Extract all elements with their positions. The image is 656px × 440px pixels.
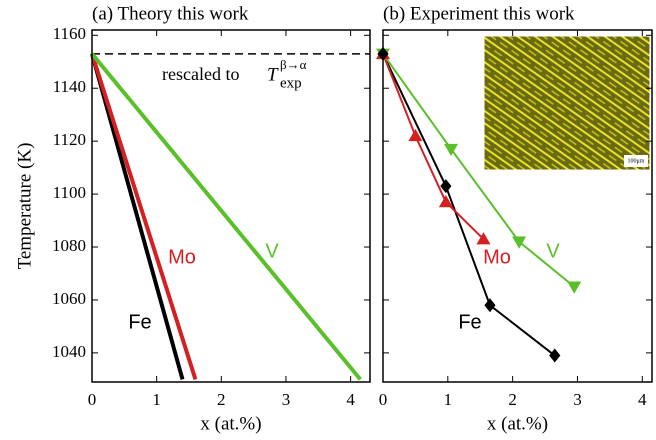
series-label: Fe: [458, 311, 481, 333]
inset-scale-bg: [624, 155, 648, 167]
x-axis-label: x (at.%): [200, 413, 261, 434]
series-line: [90, 53, 198, 380]
marker: [444, 143, 459, 157]
y-tick-label: 1060: [52, 289, 86, 308]
plot-frame: [91, 29, 371, 383]
series-line: [90, 52, 362, 381]
annotation-superscript: β→α: [280, 57, 307, 72]
series-line: [382, 53, 575, 288]
marker: [549, 348, 561, 363]
x-tick-label: 2: [508, 390, 517, 409]
panel-title: (b) Experiment this work: [383, 3, 575, 24]
series-line: [90, 53, 185, 380]
x-tick-label: 3: [573, 390, 582, 409]
y-tick-label: 1160: [53, 24, 86, 43]
annotation: rescaled to: [162, 64, 239, 84]
y-tick-label: 1140: [53, 77, 86, 96]
marker: [567, 281, 582, 294]
y-tick-label: 1100: [53, 183, 86, 202]
marker: [440, 179, 452, 194]
series-label: V: [546, 240, 560, 262]
x-tick-label: 4: [346, 390, 355, 409]
marker: [476, 232, 491, 245]
series-line: [382, 53, 485, 240]
panel-title: (a) Theory this work: [92, 3, 249, 24]
marker: [484, 298, 496, 313]
inset-scale-label: 100μm: [628, 158, 645, 164]
y-axis-label: Temperature (K): [14, 143, 35, 270]
series-line: [382, 53, 556, 357]
x-tick-label: 4: [638, 390, 647, 409]
series-label: V: [265, 240, 279, 262]
annotation-symbol: T: [267, 64, 279, 85]
x-axis-label: x (at.%): [487, 413, 548, 434]
y-tick-label: 1120: [53, 130, 86, 149]
y-tick-label: 1040: [52, 342, 86, 361]
marker: [438, 195, 453, 208]
inset-image: [483, 35, 651, 171]
x-tick-label: 0: [88, 390, 97, 409]
series-label: Mo: [483, 246, 511, 268]
series-label: Mo: [168, 246, 196, 268]
series-label: Fe: [128, 311, 151, 333]
x-tick-label: 1: [152, 390, 161, 409]
marker: [512, 236, 527, 249]
x-tick-label: 0: [379, 390, 388, 409]
annotation-subscript: exp: [280, 75, 302, 91]
marker: [408, 128, 423, 142]
x-tick-label: 2: [217, 390, 226, 409]
plot-frame: [382, 29, 653, 383]
x-tick-label: 1: [444, 390, 453, 409]
x-tick-label: 3: [282, 390, 291, 409]
y-tick-label: 1080: [52, 236, 86, 255]
